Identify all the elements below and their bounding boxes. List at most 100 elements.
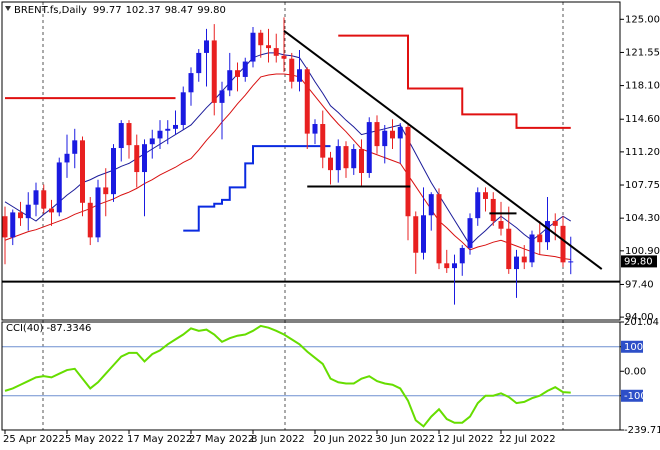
x-tick-label: 30 Jun 2022 [375,434,435,445]
candle-body [537,234,543,243]
y-tick-label: 118.10 [625,81,660,92]
y-tick-label: 125.00 [625,14,660,25]
y-tick-label: 100.90 [625,246,660,257]
candle-body [483,192,488,199]
symbol-title: BRENT.fs,Daily [14,5,87,16]
candle-body [273,48,279,56]
candle-body [204,40,209,53]
y-tick-label: 114.60 [625,114,660,125]
y-tick-label: 121.55 [625,47,660,58]
candle-body [235,70,240,77]
candle-body [514,256,519,270]
indicator-line [4,52,572,246]
candle-body [72,140,78,154]
y-tick-label: 201.04 [624,317,659,328]
candle-body [111,148,116,195]
header-icon [5,6,11,11]
candle-body [560,225,566,263]
trendline [283,30,603,270]
price-panel-frame [1,1,621,321]
y-tick-label: -100 [624,391,647,402]
candle-body [49,208,54,213]
candle-body [80,140,85,203]
candle-body [266,45,271,49]
candle-body [33,190,39,205]
cci-title: CCI(40) [6,323,44,334]
plot [2,17,620,428]
candle-body [227,70,233,91]
candle-body [552,221,558,226]
candle-body [297,69,302,82]
candle-body [142,144,147,173]
candle-body [95,187,101,238]
candle-body [25,204,31,219]
y-tick-label: -239.713 [624,425,660,436]
candle-body [467,218,473,248]
y-tick-label: 104.30 [625,213,660,224]
cci-header: CCI(40) -87.3346 [6,323,91,334]
candle-body [320,124,326,158]
y-tick-label: 107.75 [625,180,660,191]
candle-body [126,123,132,146]
candle-body [10,212,16,238]
candle-body [343,146,349,169]
y-tick-label: 94.00 [625,312,654,323]
candle-body [328,157,333,171]
candle-body [382,130,388,147]
x-tick-label: 20 Jun 2022 [313,434,373,445]
level-label-box [621,340,643,353]
candle-body [374,122,380,147]
candle-body [180,92,186,125]
x-tick-label: 8 Jun 2022 [251,434,305,445]
x-tick-label: 27 May 2022 [189,434,254,445]
header-close: 99.80 [197,5,226,16]
candle-body [289,58,295,82]
candle-body [568,261,574,263]
candle-body [335,146,341,171]
candle-body [521,256,527,263]
candle-body [366,122,372,174]
indicator-line [5,34,571,129]
candle-body [250,32,256,62]
candle-body [359,148,364,174]
last-price-label: 99.80 [624,256,653,267]
candle-body [506,228,512,270]
candle-body [436,194,442,264]
candle-body [211,40,217,103]
y-tick-label: 0.00 [624,366,646,377]
candle-body [413,216,419,253]
price-header: BRENT.fs,Daily 99.77 102.37 98.47 99.80 [14,5,226,16]
x-tick-label: 25 Apr 2022 [3,434,65,445]
candle-body [2,216,8,238]
cci-line [4,324,571,428]
level-label-box [621,389,643,402]
candle-body [118,123,124,149]
candle-body [421,215,426,253]
candle-body [312,124,318,134]
x-tick-label: 12 Jul 2022 [437,434,494,445]
header-open: 99.77 [93,5,122,16]
candle-body [397,126,403,139]
candle-body [56,162,62,213]
candle-body [529,234,535,263]
cci-last-value: -87.3346 [46,323,91,334]
candle-body [459,247,465,264]
candle-body [165,128,171,131]
candle-body [452,263,457,269]
candle-body [498,221,504,229]
candle-body [149,138,155,145]
candle-body [134,145,140,173]
y-tick-label: 111.20 [625,147,660,158]
candle-body [242,61,248,77]
candle-body [281,55,287,59]
candle-body [18,212,23,219]
candle-body [405,126,411,217]
indicator-line [183,145,331,232]
candle-body [219,90,225,103]
candle-body [351,148,357,169]
x-tick-label: 17 May 2022 [127,434,192,445]
candle-body [87,202,93,238]
candle-body [64,153,70,163]
candle-body [428,194,434,216]
